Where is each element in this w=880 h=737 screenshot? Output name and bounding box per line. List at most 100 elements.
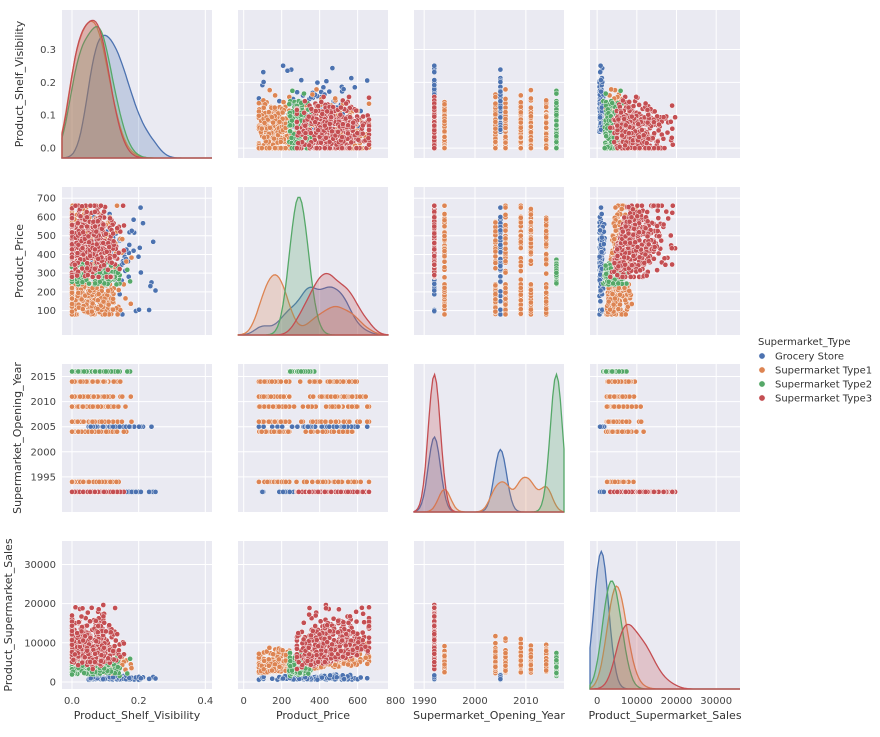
scatter-point: [69, 254, 75, 261]
y-tick-label: 0.0: [40, 144, 56, 155]
scatter-point: [260, 79, 267, 85]
scatter-point: [302, 122, 309, 129]
scatter-point: [312, 108, 319, 114]
scatter-point: [270, 119, 276, 126]
scatter-point: [87, 253, 93, 259]
scatter-point: [269, 114, 275, 120]
scatter-point: [305, 113, 312, 120]
scatter-point: [497, 214, 504, 220]
scatter-point: [645, 111, 652, 118]
scatter-point: [502, 222, 509, 228]
scatter-point: [100, 298, 107, 305]
scatter-point: [329, 65, 336, 71]
scatter-point: [69, 229, 75, 236]
scatter-point: [543, 222, 550, 229]
scatter-point: [441, 118, 448, 125]
scatter-point: [672, 114, 678, 121]
scatter-point: [103, 248, 110, 255]
scatter-point: [497, 234, 504, 241]
scatter-point: [71, 261, 78, 268]
scatter-point: [517, 245, 524, 251]
scatter-point: [119, 236, 126, 242]
y-tick-label: 0.3: [40, 45, 56, 56]
scatter-point: [497, 278, 504, 285]
scatter-point: [345, 122, 351, 129]
scatter-point: [441, 274, 448, 281]
scatter-point: [492, 94, 499, 100]
scatter-point: [313, 145, 320, 151]
scatter-point: [294, 89, 300, 96]
scatter-point: [543, 289, 550, 296]
scatter-point: [337, 111, 344, 118]
scatter-point: [84, 272, 91, 278]
scatter-point: [609, 100, 616, 106]
scatter-point: [92, 280, 99, 287]
scatter-point: [69, 308, 75, 315]
scatter-point: [102, 311, 108, 318]
scatter-point: [616, 143, 623, 150]
scatter-point: [492, 100, 499, 107]
scatter-point: [441, 233, 448, 239]
scatter-point: [338, 104, 344, 111]
scatter-point: [351, 84, 358, 91]
scatter-point: [105, 266, 111, 273]
scatter-point: [492, 125, 499, 132]
scatter-point: [72, 202, 79, 209]
scatter-point: [320, 84, 327, 91]
scatter-point: [597, 62, 604, 69]
scatter-point: [69, 289, 75, 296]
scatter-point: [326, 120, 333, 127]
scatter-point: [502, 301, 509, 308]
scatter-point: [256, 112, 262, 119]
scatter-point: [644, 119, 651, 126]
y-tick-label: 200: [37, 287, 56, 298]
scatter-point: [282, 145, 289, 151]
scatter-point: [279, 109, 286, 116]
scatter-point: [84, 223, 90, 230]
scatter-point: [621, 116, 628, 122]
kde-curve-supermarket-type3: [61, 19, 212, 159]
scatter-point: [667, 118, 674, 125]
y-tick-label: 600: [37, 212, 56, 223]
scatter-point: [110, 230, 116, 237]
scatter-point: [517, 297, 524, 304]
scatter-point: [654, 138, 661, 145]
scatter-point: [635, 121, 642, 128]
scatter-point: [431, 62, 438, 69]
scatter-point: [528, 306, 534, 313]
scatter-point: [87, 202, 94, 209]
scatter-point: [298, 77, 305, 83]
scatter-point: [354, 130, 361, 137]
scatter-point: [83, 209, 90, 215]
scatter-point: [553, 100, 560, 106]
scatter-point: [85, 233, 92, 240]
scatter-point: [122, 295, 129, 302]
scatter-point: [497, 114, 504, 121]
scatter-point: [307, 130, 314, 136]
scatter-point: [113, 281, 120, 288]
scatter-point: [69, 301, 75, 307]
scatter-point: [146, 307, 152, 313]
scatter-point: [366, 100, 372, 107]
scatter-point: [492, 282, 499, 289]
scatter-point: [321, 145, 328, 151]
scatter-point: [492, 296, 499, 303]
scatter-point: [295, 140, 302, 146]
scatter-point: [626, 130, 632, 137]
scatter-point: [517, 239, 524, 245]
scatter-point: [147, 283, 154, 289]
scatter-point: [543, 97, 550, 104]
scatter-point: [492, 145, 499, 151]
scatter-point: [492, 228, 499, 235]
scatter-point: [359, 130, 366, 137]
scatter-point: [106, 255, 113, 262]
scatter-point: [517, 119, 524, 126]
scatter-point: [121, 247, 127, 254]
scatter-point: [543, 284, 550, 291]
scatter-point: [302, 130, 309, 137]
scatter-point: [289, 87, 296, 94]
scatter-point: [543, 145, 550, 151]
scatter-point: [260, 104, 267, 111]
scatter-point: [497, 311, 504, 318]
